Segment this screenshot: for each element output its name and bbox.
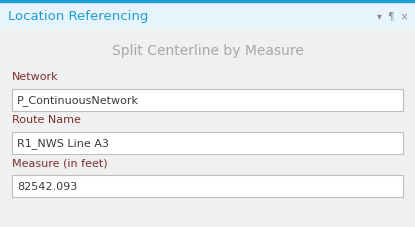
Bar — [12, 90, 403, 111]
Text: Measure (in feet): Measure (in feet) — [12, 157, 107, 167]
Text: ▾  ¶  ×: ▾ ¶ × — [377, 11, 409, 21]
Bar — [0, 0, 415, 3]
Text: Network: Network — [12, 72, 59, 82]
Text: Route Name: Route Name — [12, 114, 81, 124]
Bar — [0, 3, 415, 29]
Text: R1_NWS Line A3: R1_NWS Line A3 — [17, 138, 109, 149]
Text: Split Centerline by Measure: Split Centerline by Measure — [112, 44, 303, 58]
Text: P_ContinuousNetwork: P_ContinuousNetwork — [17, 95, 139, 106]
Bar — [12, 175, 403, 197]
Text: Location Referencing: Location Referencing — [8, 10, 149, 22]
Text: 82542.093: 82542.093 — [17, 181, 77, 191]
Bar — [12, 132, 403, 154]
